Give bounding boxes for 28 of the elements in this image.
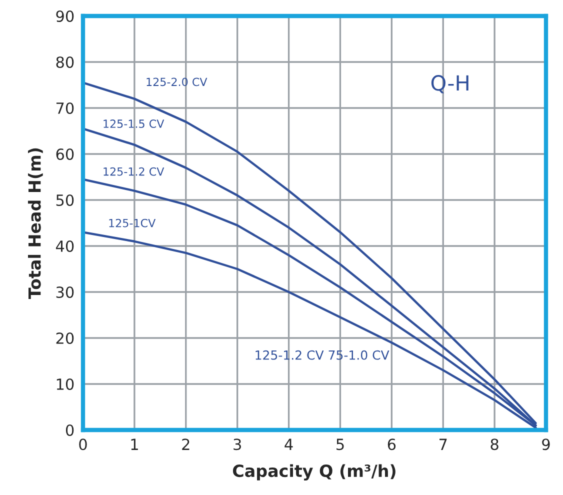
x-tick-label: 7 (440, 438, 447, 450)
y-axis-title: Total Head H(m) (28, 148, 43, 299)
y-tick-label: 40 (56, 240, 74, 252)
x-tick-label: 5 (336, 438, 344, 450)
x-tick-label: 1 (131, 438, 138, 450)
series-label: 125-1CV (109, 218, 156, 228)
y-tick-label: 70 (56, 102, 74, 114)
y-tick-label: 50 (56, 194, 74, 206)
y-tick-label: 90 (56, 10, 74, 22)
y-tick-label: 0 (66, 424, 74, 436)
y-tick-label: 80 (56, 56, 74, 68)
x-tick-label: 9 (542, 438, 550, 450)
y-tick-label: 30 (56, 286, 74, 298)
annotation: 125-1.2 CV 75-1.0 CV (256, 350, 390, 360)
x-tick-label: 8 (490, 438, 498, 450)
series-label: 125-1.2 CV (104, 167, 164, 176)
series-label: 125-2.0 CV (146, 78, 208, 86)
x-tick-label: 4 (284, 438, 293, 450)
x-axis-title: Capacity Q (m³/h) (232, 464, 396, 480)
x-tick-label: 2 (182, 438, 190, 450)
x-tick-label: 6 (388, 438, 396, 450)
y-tick-label: 60 (56, 148, 74, 160)
x-tick-label: 3 (234, 438, 241, 450)
series-label: 125-1.5 CV (104, 120, 164, 128)
x-tick-label: 0 (79, 438, 87, 450)
y-tick-label: 20 (56, 332, 74, 344)
y-tick-label: 10 (56, 378, 74, 390)
annotation: Q-H (431, 75, 468, 94)
